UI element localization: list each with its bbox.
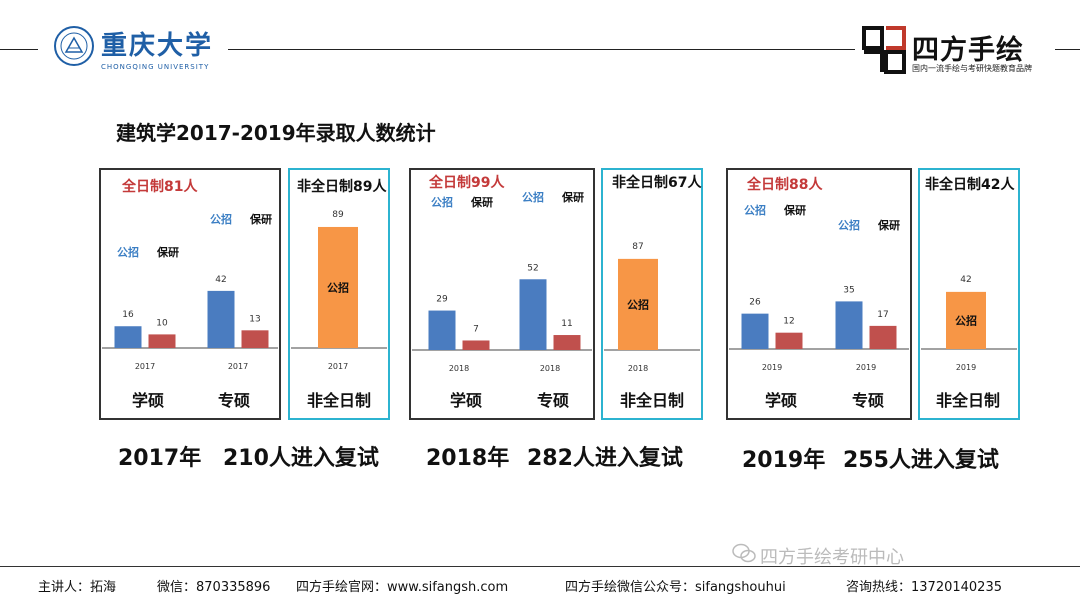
summary-total-2019: 255人进入复试 (843, 448, 999, 473)
footer-speaker: 主讲人：拓海 (38, 580, 117, 595)
full-time-box-2018 (409, 168, 595, 420)
footer-wechat: 微信：870335896 (157, 580, 271, 595)
part-time-box-2018 (601, 168, 703, 420)
program-label-zhuanshuo-2018: 专硕 (536, 391, 569, 410)
footer-hotline: 咨询热线：13720140235 (846, 580, 1002, 595)
summary-year-2017: 2017年 (118, 446, 202, 471)
footer-website: 四方手绘官网：www.sifangsh.com (296, 580, 509, 595)
full-time-box-2019 (726, 168, 912, 420)
page-title: 建筑学2017-2019年录取人数统计 (116, 121, 436, 145)
summary-total-2018: 282人进入复试 (527, 446, 683, 471)
part-time-label-2018: 非全日制67人 (612, 175, 702, 191)
sifang-brand-mark-icon (862, 26, 906, 74)
summary-total-2017: 210人进入复试 (223, 446, 379, 471)
program-label-xueshuo-2017: 学硕 (131, 391, 164, 410)
university-seal-icon (54, 26, 94, 66)
full-time-box-2017 (99, 168, 281, 420)
program-label-parttime-2017: 非全日制 (306, 391, 371, 410)
program-label-zhuanshuo-2017: 专硕 (217, 391, 250, 410)
program-label-parttime-2018: 非全日制 (619, 391, 684, 410)
program-label-xueshuo-2018: 学硕 (449, 391, 482, 410)
full-time-label-2019: 全日制88人 (747, 177, 823, 193)
footer-divider (0, 566, 1080, 567)
university-name-en: CHONGQING UNIVERSITY (101, 63, 210, 71)
part-time-box-2019 (918, 168, 1020, 420)
part-time-label-2017: 非全日制89人 (297, 179, 387, 195)
footer-public-account: 四方手绘微信公众号：sifangshouhui (565, 580, 786, 595)
header-divider (0, 49, 1080, 50)
brand-name: 四方手绘 (912, 35, 1024, 66)
summary-year-2018: 2018年 (426, 446, 510, 471)
part-time-box-2017 (288, 168, 390, 420)
program-label-zhuanshuo-2019: 专硕 (851, 391, 884, 410)
program-label-xueshuo-2019: 学硕 (764, 391, 797, 410)
part-time-label-2019: 非全日制42人 (925, 177, 1015, 193)
summary-year-2019: 2019年 (742, 448, 826, 473)
university-name-cn: 重庆大学 (101, 31, 214, 61)
brand-slogan: 国内一流手绘与考研快题教育品牌 (912, 64, 1032, 73)
wechat-icon (732, 543, 756, 563)
wechat-watermark: 四方手绘考研中心 (760, 547, 904, 568)
full-time-label-2018: 全日制99人 (429, 175, 505, 191)
program-label-parttime-2019: 非全日制 (935, 391, 1000, 410)
header-logo-backdrop (38, 20, 228, 78)
full-time-label-2017: 全日制81人 (122, 179, 198, 195)
